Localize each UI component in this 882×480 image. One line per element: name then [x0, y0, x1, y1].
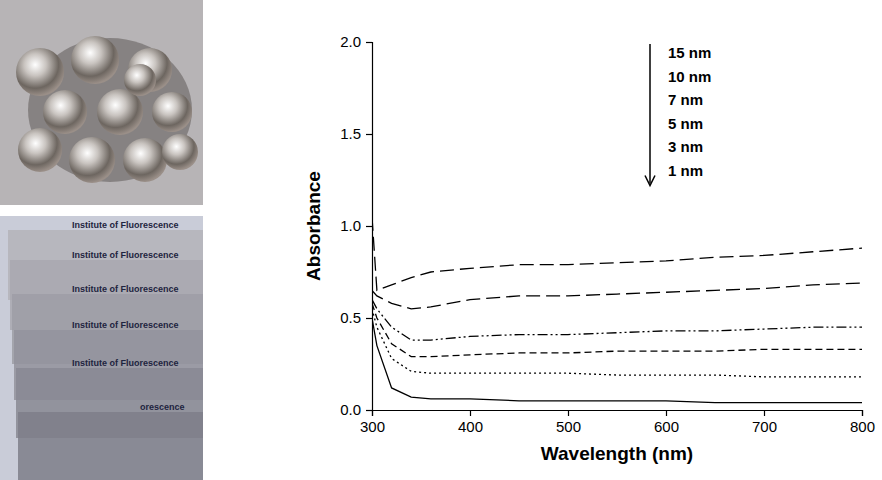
y-axis-tick: 2.0 — [340, 33, 372, 50]
photo-bead — [152, 92, 192, 132]
y-axis-title: Absorbance — [303, 171, 324, 281]
x-axis-tick: 600 — [654, 410, 679, 435]
y-axis-tick-label: 0.5 — [340, 309, 361, 326]
photo-bead — [123, 138, 167, 182]
photo-slides: Institute of Fluorescence Institute of Fl… — [0, 216, 203, 480]
photo-text: orescence — [140, 402, 185, 412]
x-axis-tick: 800 — [850, 410, 875, 435]
x-axis-line — [373, 411, 863, 417]
series-line — [372, 303, 862, 356]
series-line — [372, 300, 862, 340]
x-axis-tick-mark — [764, 410, 765, 416]
x-axis-tick-mark — [666, 410, 667, 416]
photo-text: Institute of Fluorescence — [72, 358, 179, 368]
x-axis-tick-label: 500 — [556, 418, 581, 435]
x-axis-tick-label: 800 — [850, 418, 875, 435]
photo-text: Institute of Fluorescence — [72, 284, 179, 294]
photo-bead — [124, 64, 156, 96]
legend: 15 nm 10 nm 7 nm 5 nm 3 nm 1 nm — [645, 44, 711, 186]
y-axis-tick-mark — [366, 42, 372, 43]
y-axis: 0.0 0.5 1.0 1.5 2.0 — [340, 33, 372, 418]
x-axis-tick-label: 700 — [752, 418, 777, 435]
photo-slide — [18, 412, 203, 480]
legend-arrow — [649, 44, 651, 184]
figure: Institute of Fluorescence Institute of Fl… — [0, 0, 882, 480]
legend-entry: 7 nm — [668, 91, 703, 108]
y-axis-tick: 0.0 — [340, 401, 372, 418]
photo-text: Institute of Fluorescence — [72, 320, 179, 330]
photo-bead — [18, 128, 62, 172]
x-axis-tick-label: 600 — [654, 418, 679, 435]
y-axis-tick-mark — [366, 134, 372, 135]
photo-bead — [71, 36, 119, 84]
x-axis-tick-label: 300 — [360, 418, 385, 435]
x-axis: 300 400 500 600 700 800 — [360, 410, 875, 435]
series-line — [372, 318, 862, 403]
y-axis-tick-label: 2.0 — [340, 33, 361, 50]
x-axis-tick: 500 — [556, 410, 581, 435]
y-axis-tick-label: 1.5 — [340, 125, 361, 142]
x-axis-tick-mark — [862, 410, 863, 416]
legend-entry: 15 nm — [668, 44, 711, 61]
photo-bead — [97, 89, 143, 135]
x-axis-tick: 300 — [360, 410, 385, 435]
x-axis-tick-mark — [470, 410, 471, 416]
photo-bead — [43, 90, 87, 134]
plot-lines — [372, 217, 862, 403]
y-axis-tick-mark — [366, 410, 372, 411]
y-axis-tick-label: 1.0 — [340, 217, 361, 234]
photo-text: Institute of Fluorescence — [72, 250, 179, 260]
photo-text: Institute of Fluorescence — [72, 220, 179, 230]
y-axis-tick: 1.0 — [340, 217, 372, 234]
photo-bead — [16, 48, 64, 96]
y-axis-line — [366, 43, 373, 411]
photo-bead — [69, 137, 115, 183]
legend-entry: 10 nm — [668, 68, 711, 85]
y-axis-tick-label: 0.0 — [340, 401, 361, 418]
x-axis-title: Wavelength (nm) — [541, 443, 693, 464]
legend-entry: 3 nm — [668, 138, 703, 155]
x-axis-tick-mark — [568, 410, 569, 416]
photo-bead — [162, 134, 198, 170]
x-axis-tick: 700 — [752, 410, 777, 435]
y-axis-tick-mark — [366, 226, 372, 227]
legend-arrow-head — [645, 176, 655, 186]
legend-entry: 1 nm — [668, 162, 703, 179]
x-axis-tick-label: 400 — [458, 418, 483, 435]
y-axis-tick: 0.5 — [340, 309, 372, 326]
y-axis-tick-mark — [366, 318, 372, 319]
photo-beads — [0, 0, 203, 205]
series-line — [372, 217, 862, 291]
photo-background — [0, 0, 203, 205]
x-axis-tick: 400 — [458, 410, 483, 435]
y-axis-tick: 1.5 — [340, 125, 372, 142]
series-line — [372, 309, 862, 377]
series-line — [372, 283, 862, 309]
legend-entry: 5 nm — [668, 115, 703, 132]
x-axis-tick-mark — [372, 410, 373, 416]
